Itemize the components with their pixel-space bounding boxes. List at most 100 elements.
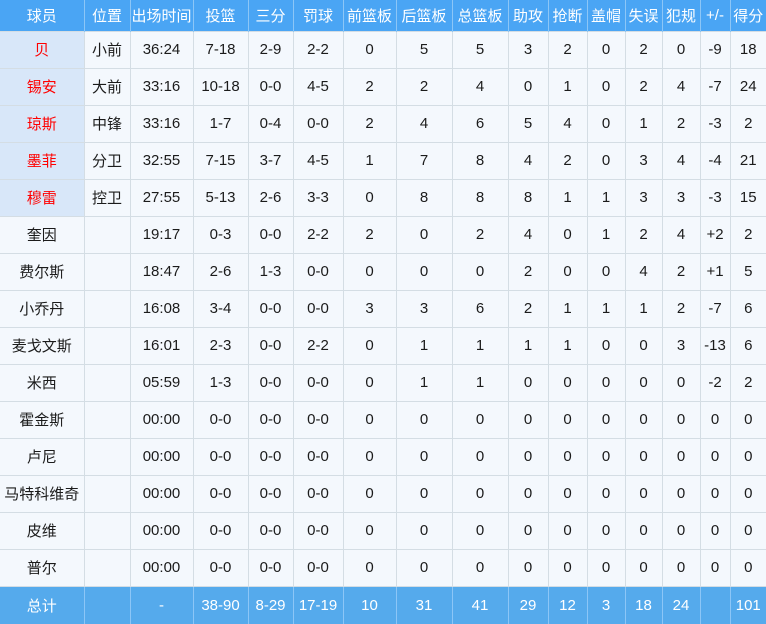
- stat-cell: 1: [547, 289, 588, 328]
- stat-cell: 0-0: [192, 511, 249, 550]
- column-header-tot-reb: 总篮板: [451, 0, 508, 31]
- stat-cell: 0: [342, 437, 397, 476]
- stat-cell: 6: [451, 104, 509, 143]
- stat-cell: 0: [586, 104, 626, 143]
- stat-cell: 4: [661, 215, 701, 254]
- stat-cell: -9: [699, 30, 731, 69]
- player-row: 奎因 19:17 0-3 0-0 2-2 2 0 2 4 0 1 2 4 +2 2: [0, 215, 766, 254]
- stat-cell: 2: [342, 215, 397, 254]
- stat-cell: 0: [586, 67, 626, 106]
- player-row: 卢尼 00:00 0-0 0-0 0-0 0 0 0 0 0 0 0 0 0 0: [0, 437, 766, 476]
- stat-cell: 0: [395, 400, 453, 439]
- column-header-off-reb: 前篮板: [342, 0, 396, 31]
- stat-cell: 0: [507, 511, 549, 550]
- stat-cell: 1-3: [192, 363, 249, 402]
- stat-cell: 0: [507, 548, 549, 587]
- stat-cell: 00:00: [129, 511, 194, 550]
- column-header-fg: 投篮: [192, 0, 248, 31]
- stat-cell: 2-9: [247, 30, 294, 69]
- stat-cell: 1: [451, 363, 509, 402]
- stat-cell: 2: [729, 104, 766, 143]
- position-cell: [83, 437, 131, 476]
- stat-cell: 0-0: [292, 363, 344, 402]
- stat-cell: 0: [451, 511, 509, 550]
- column-header-ft: 罚球: [292, 0, 343, 31]
- stat-cell: 8: [451, 141, 509, 180]
- stat-cell: 2: [342, 67, 397, 106]
- stat-cell: 3-3: [292, 178, 344, 217]
- stat-cell: 2-6: [192, 252, 249, 291]
- stat-cell: 0: [586, 437, 626, 476]
- header-row: 球员 位置 出场时间 投篮 三分 罚球 前篮板 后篮板 总篮板 助攻 抢断 盖帽…: [0, 0, 766, 31]
- stat-cell: 0: [507, 400, 549, 439]
- stat-cell: 0-0: [192, 437, 249, 476]
- stat-cell: 1: [586, 215, 626, 254]
- totals-row: 总计 -38-90 8-29 17-19 10 31 41 29 12 3 18 24 101: [0, 585, 766, 624]
- stat-cell: 0-0: [247, 289, 294, 328]
- stat-cell: 00:00: [129, 474, 194, 513]
- stat-cell: 2-2: [292, 326, 344, 365]
- stat-cell: 0: [699, 474, 731, 513]
- stat-cell: 0: [507, 67, 549, 106]
- player-row: 马特科维奇 00:00 0-0 0-0 0-0 0 0 0 0 0 0 0 0 0 0: [0, 474, 766, 513]
- stat-cell: 16:08: [129, 289, 194, 328]
- stat-cell: 0: [729, 511, 766, 550]
- stat-cell: 1: [451, 326, 509, 365]
- totals-stat-cell: 8-29: [247, 585, 293, 624]
- stat-cell: 7: [395, 141, 453, 180]
- totals-stat-cell: 18: [624, 585, 662, 624]
- column-header-turnovers: 失误: [624, 0, 662, 31]
- stat-cell: 0-0: [292, 437, 344, 476]
- stat-cell: 3-7: [247, 141, 294, 180]
- stat-cell: 0: [342, 400, 397, 439]
- stat-cell: 0: [624, 437, 663, 476]
- stat-cell: 7-18: [192, 30, 249, 69]
- stat-cell: 21: [729, 141, 766, 180]
- stat-cell: 4: [661, 67, 701, 106]
- column-header-assists: 助攻: [507, 0, 548, 31]
- stat-cell: 2: [661, 104, 701, 143]
- stat-cell: 4-5: [292, 141, 344, 180]
- stat-cell: 3-4: [192, 289, 249, 328]
- stat-cell: 00:00: [129, 400, 194, 439]
- stat-cell: 0: [507, 437, 549, 476]
- stat-cell: 0-0: [292, 252, 344, 291]
- stat-cell: 4: [451, 67, 509, 106]
- stat-cell: 0: [699, 548, 731, 587]
- stat-cell: 0: [661, 511, 701, 550]
- player-name-cell: 皮维: [0, 511, 85, 550]
- stat-cell: 1: [624, 289, 663, 328]
- stat-cell: 1: [624, 104, 663, 143]
- player-name-cell: 麦戈文斯: [0, 326, 85, 365]
- column-header-points: 得分: [729, 0, 766, 31]
- stat-cell: 8: [451, 178, 509, 217]
- stat-cell: 0: [624, 363, 663, 402]
- stat-cell: 0: [342, 252, 397, 291]
- totals-stat-cell: [699, 585, 730, 624]
- stat-cell: 1: [547, 67, 588, 106]
- stat-cell: 0: [451, 400, 509, 439]
- column-header-def-reb: 后篮板: [395, 0, 452, 31]
- stat-cell: 2: [507, 289, 549, 328]
- player-name-cell: 小乔丹: [0, 289, 85, 328]
- position-cell: [83, 289, 131, 328]
- player-row-starter: 锡安 大前 33:16 10-18 0-0 4-5 2 2 4 0 1 0 2 4 -7 24: [0, 67, 766, 106]
- player-name-cell: 墨菲: [0, 141, 85, 180]
- totals-label-cell: 总计: [0, 585, 84, 624]
- stat-cell: 0-0: [247, 437, 294, 476]
- stat-cell: 4: [661, 141, 701, 180]
- stat-cell: 2-2: [292, 30, 344, 69]
- stat-cell: 3: [661, 326, 701, 365]
- stat-cell: -7: [699, 67, 731, 106]
- column-header-steals: 抢断: [547, 0, 587, 31]
- column-header-fouls: 犯规: [661, 0, 700, 31]
- stat-cell: 33:16: [129, 104, 194, 143]
- stat-cell: 5: [451, 30, 509, 69]
- stat-cell: 0-0: [247, 548, 294, 587]
- stat-cell: 2: [342, 104, 397, 143]
- stat-cell: 0: [586, 400, 626, 439]
- stat-cell: 0: [547, 474, 588, 513]
- stat-cell: 0: [586, 474, 626, 513]
- stat-cell: 2: [451, 215, 509, 254]
- stat-cell: 0: [661, 474, 701, 513]
